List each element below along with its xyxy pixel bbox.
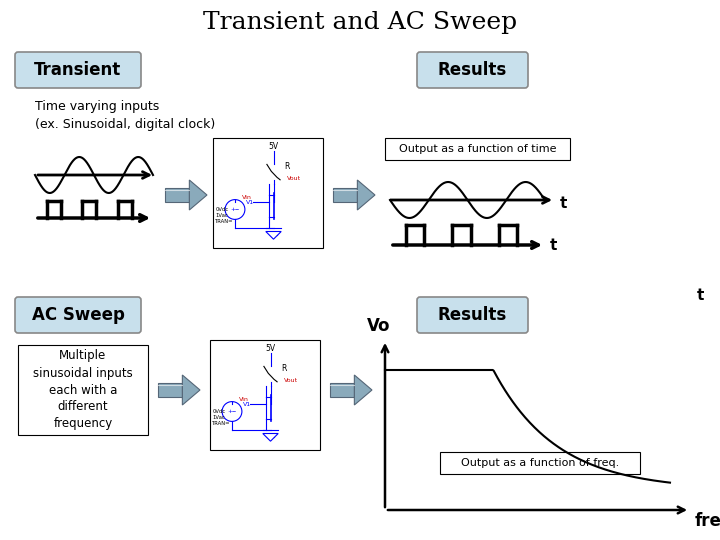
- Text: Output as a function of freq.: Output as a function of freq.: [461, 458, 619, 468]
- Text: R: R: [284, 162, 290, 171]
- Text: Vout: Vout: [284, 378, 298, 383]
- Text: Vin: Vin: [242, 195, 251, 200]
- FancyBboxPatch shape: [417, 297, 528, 333]
- Text: Vin: Vin: [238, 397, 248, 402]
- Bar: [165, 188, 189, 202]
- Text: +−: +−: [228, 409, 237, 414]
- Text: +−: +−: [230, 207, 240, 212]
- Text: freq: freq: [695, 512, 720, 530]
- Text: 0Vdc
1Vac
TRAN=: 0Vdc 1Vac TRAN=: [215, 207, 234, 224]
- Text: R: R: [282, 364, 287, 373]
- Text: 5V: 5V: [269, 143, 279, 151]
- Text: t: t: [696, 287, 703, 302]
- Text: Vout: Vout: [287, 176, 301, 181]
- Polygon shape: [189, 180, 207, 210]
- Text: Output as a function of time: Output as a function of time: [399, 144, 557, 154]
- Text: Transient and AC Sweep: Transient and AC Sweep: [203, 10, 517, 33]
- Bar: [440, 452, 640, 474]
- FancyBboxPatch shape: [15, 297, 141, 333]
- Text: Transient: Transient: [35, 61, 122, 79]
- FancyBboxPatch shape: [15, 52, 141, 88]
- Polygon shape: [266, 232, 282, 239]
- Text: Vo: Vo: [367, 317, 391, 335]
- FancyBboxPatch shape: [417, 52, 528, 88]
- Polygon shape: [263, 434, 278, 441]
- Text: AC Sweep: AC Sweep: [32, 306, 125, 324]
- Bar: [210, 340, 320, 450]
- Text: 0Vdc
1Vac
TRAN=: 0Vdc 1Vac TRAN=: [212, 409, 230, 426]
- Text: V1: V1: [246, 200, 254, 205]
- Text: t: t: [550, 238, 557, 253]
- Text: V1: V1: [243, 402, 251, 407]
- Bar: [330, 383, 354, 397]
- Polygon shape: [182, 375, 200, 405]
- Text: 5V: 5V: [266, 345, 276, 353]
- Text: Time varying inputs
(ex. Sinusoidal, digital clock): Time varying inputs (ex. Sinusoidal, dig…: [35, 100, 215, 131]
- Bar: [213, 138, 323, 248]
- Text: Results: Results: [438, 61, 507, 79]
- Bar: [385, 138, 570, 160]
- Polygon shape: [357, 180, 375, 210]
- Text: Results: Results: [438, 306, 507, 324]
- Bar: [158, 383, 182, 397]
- Polygon shape: [354, 375, 372, 405]
- Bar: [18, 345, 148, 435]
- Text: t: t: [560, 195, 567, 211]
- Text: Multiple
sinusoidal inputs
each with a
different
frequency: Multiple sinusoidal inputs each with a d…: [33, 349, 133, 430]
- Bar: [333, 188, 357, 202]
